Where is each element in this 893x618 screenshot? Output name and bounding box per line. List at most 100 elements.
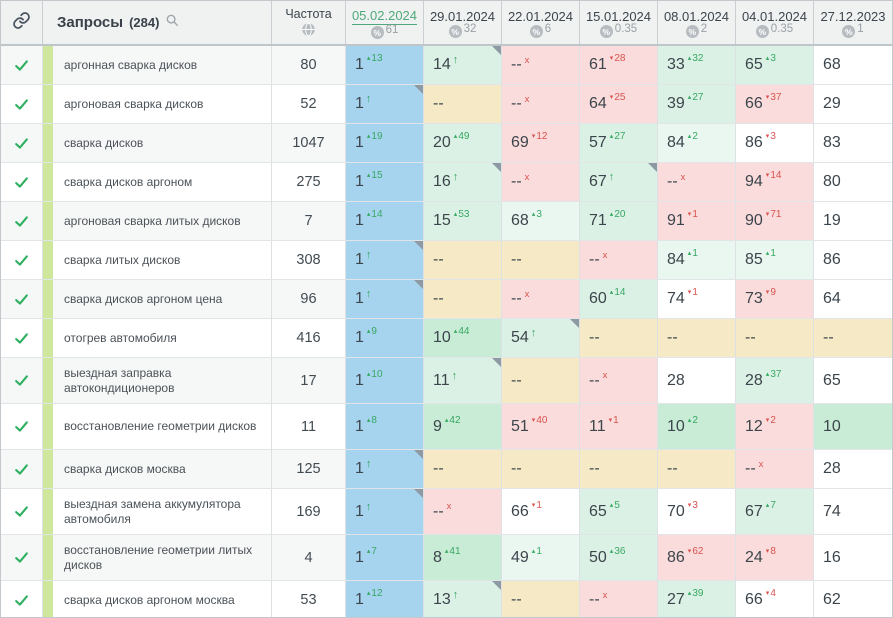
query-cell[interactable]: аргоновая сварка дисков (43, 85, 272, 123)
position-cell[interactable]: 65 ▴ 5 (580, 489, 658, 534)
position-cell[interactable]: -- (814, 319, 892, 357)
row-checkbox[interactable] (1, 358, 43, 403)
row-checkbox[interactable] (1, 404, 43, 449)
position-cell[interactable]: 1 ▴ 15 (346, 163, 424, 201)
position-cell[interactable]: 68 ▴ 3 (502, 202, 580, 240)
position-cell[interactable]: 86 ▾ 62 (658, 535, 736, 580)
date-column-header[interactable]: 27.12.2023% 1 (814, 1, 892, 44)
position-cell[interactable]: 68 (814, 46, 892, 84)
position-cell[interactable]: 16 ↑ (424, 163, 502, 201)
position-cell[interactable]: 28 ▴ 37 (736, 358, 814, 403)
position-cell[interactable]: 90 ▾ 71 (736, 202, 814, 240)
position-cell[interactable]: 24 ▾ 8 (736, 535, 814, 580)
position-cell[interactable]: 1 ↑ (346, 450, 424, 488)
position-cell[interactable]: 66 ▾ 4 (736, 581, 814, 617)
position-cell[interactable]: -- x (736, 450, 814, 488)
position-cell[interactable]: 67 ▴ 7 (736, 489, 814, 534)
position-cell[interactable]: -- x (424, 489, 502, 534)
query-cell[interactable]: сварка дисков москва (43, 450, 272, 488)
search-icon[interactable] (165, 13, 179, 32)
date-column-header[interactable]: 29.01.2024% 32 (424, 1, 502, 44)
date-column-header[interactable]: 05.02.2024% 61 (346, 1, 424, 44)
position-cell[interactable]: 19 (814, 202, 892, 240)
position-cell[interactable]: 1 ▴ 10 (346, 358, 424, 403)
position-cell[interactable]: -- (424, 280, 502, 318)
row-checkbox[interactable] (1, 581, 43, 617)
position-cell[interactable]: 16 (814, 535, 892, 580)
position-cell[interactable]: 80 (814, 163, 892, 201)
row-checkbox[interactable] (1, 124, 43, 162)
position-cell[interactable]: 29 (814, 85, 892, 123)
position-cell[interactable]: -- (424, 85, 502, 123)
position-cell[interactable]: -- (658, 450, 736, 488)
position-cell[interactable]: 15 ▴ 53 (424, 202, 502, 240)
date-label[interactable]: 22.01.2024 (507, 9, 574, 24)
query-cell[interactable]: восстановление геометрии литых дисков (43, 535, 272, 580)
position-cell[interactable]: -- (580, 450, 658, 488)
query-cell[interactable]: отогрев автомобиля (43, 319, 272, 357)
position-cell[interactable]: 67 ↑ (580, 163, 658, 201)
position-cell[interactable]: 12 ▾ 2 (736, 404, 814, 449)
position-cell[interactable]: 51 ▾ 40 (502, 404, 580, 449)
position-cell[interactable]: 1 ▴ 14 (346, 202, 424, 240)
position-cell[interactable]: 8 ▴ 41 (424, 535, 502, 580)
position-cell[interactable]: -- x (580, 581, 658, 617)
position-cell[interactable]: 1 ↑ (346, 241, 424, 279)
date-label[interactable]: 29.01.2024 (429, 9, 496, 24)
position-cell[interactable]: 65 ▴ 3 (736, 46, 814, 84)
query-cell[interactable]: сварка дисков аргоном цена (43, 280, 272, 318)
position-cell[interactable]: -- x (580, 241, 658, 279)
position-cell[interactable]: 13 ↑ (424, 581, 502, 617)
position-cell[interactable]: -- (502, 241, 580, 279)
position-cell[interactable]: 50 ▴ 36 (580, 535, 658, 580)
position-cell[interactable]: 10 (814, 404, 892, 449)
date-column-header[interactable]: 22.01.2024% 6 (502, 1, 580, 44)
position-cell[interactable]: 1 ↑ (346, 85, 424, 123)
query-cell[interactable]: аргоновая сварка литых дисков (43, 202, 272, 240)
position-cell[interactable]: 10 ▴ 2 (658, 404, 736, 449)
position-cell[interactable]: -- x (580, 358, 658, 403)
row-checkbox[interactable] (1, 202, 43, 240)
position-cell[interactable]: 1 ▴ 8 (346, 404, 424, 449)
position-cell[interactable]: -- x (502, 46, 580, 84)
position-cell[interactable]: 91 ▾ 1 (658, 202, 736, 240)
position-cell[interactable]: 54 ↑ (502, 319, 580, 357)
position-cell[interactable]: 28 (814, 450, 892, 488)
position-cell[interactable]: 28 (658, 358, 736, 403)
position-cell[interactable]: 1 ↑ (346, 489, 424, 534)
date-column-header[interactable]: 04.01.2024% 0.35 (736, 1, 814, 44)
row-checkbox[interactable] (1, 280, 43, 318)
position-cell[interactable]: -- (658, 319, 736, 357)
position-cell[interactable]: 1 ↑ (346, 280, 424, 318)
position-cell[interactable]: 1 ▴ 13 (346, 46, 424, 84)
position-cell[interactable]: 64 ▾ 25 (580, 85, 658, 123)
date-label[interactable]: 04.01.2024 (741, 9, 808, 24)
row-checkbox[interactable] (1, 535, 43, 580)
position-cell[interactable]: 69 ▾ 12 (502, 124, 580, 162)
position-cell[interactable]: -- (424, 241, 502, 279)
position-cell[interactable]: 71 ▴ 20 (580, 202, 658, 240)
date-column-header[interactable]: 08.01.2024% 2 (658, 1, 736, 44)
position-cell[interactable]: 11 ↑ (424, 358, 502, 403)
position-cell[interactable]: 10 ▴ 44 (424, 319, 502, 357)
position-cell[interactable]: 14 ↑ (424, 46, 502, 84)
position-cell[interactable]: 73 ▾ 9 (736, 280, 814, 318)
position-cell[interactable]: -- x (658, 163, 736, 201)
row-checkbox[interactable] (1, 319, 43, 357)
row-checkbox[interactable] (1, 450, 43, 488)
position-cell[interactable]: -- (502, 450, 580, 488)
position-cell[interactable]: 84 ▴ 2 (658, 124, 736, 162)
query-cell[interactable]: сварка дисков (43, 124, 272, 162)
query-cell[interactable]: сварка дисков аргоном (43, 163, 272, 201)
position-cell[interactable]: 27 ▴ 39 (658, 581, 736, 617)
query-cell[interactable]: аргонная сварка дисков (43, 46, 272, 84)
position-cell[interactable]: 62 (814, 581, 892, 617)
position-cell[interactable]: -- x (502, 163, 580, 201)
position-cell[interactable]: 66 ▾ 37 (736, 85, 814, 123)
position-cell[interactable]: 74 (814, 489, 892, 534)
position-cell[interactable]: 86 ▾ 3 (736, 124, 814, 162)
position-cell[interactable]: 57 ▴ 27 (580, 124, 658, 162)
date-label[interactable]: 08.01.2024 (663, 9, 730, 24)
position-cell[interactable]: 9 ▴ 42 (424, 404, 502, 449)
row-checkbox[interactable] (1, 163, 43, 201)
